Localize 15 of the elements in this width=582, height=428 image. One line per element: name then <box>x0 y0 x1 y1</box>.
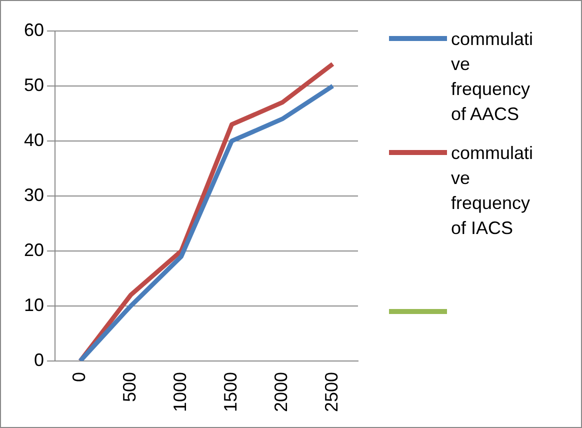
x-tick-label: 0 <box>69 372 90 382</box>
legend-label: commulative frequency of IACS <box>451 142 534 240</box>
y-tick-label: 50 <box>24 74 44 95</box>
legend-label: commulative frequency of AACS <box>451 28 534 126</box>
x-tick-label: 1000 <box>170 372 190 412</box>
x-tick-label: 1500 <box>220 372 241 412</box>
y-tick-label: 40 <box>24 130 44 150</box>
y-tick-label: 20 <box>24 240 44 260</box>
x-tick-label: 2500 <box>322 372 342 412</box>
y-tick-label: 10 <box>24 294 44 315</box>
y-tick-label: 60 <box>24 20 44 40</box>
x-tick-label: 500 <box>120 372 140 402</box>
y-tick-label: 30 <box>24 184 44 205</box>
x-tick-label: 2000 <box>271 372 292 412</box>
y-tick-label: 0 <box>34 350 44 370</box>
